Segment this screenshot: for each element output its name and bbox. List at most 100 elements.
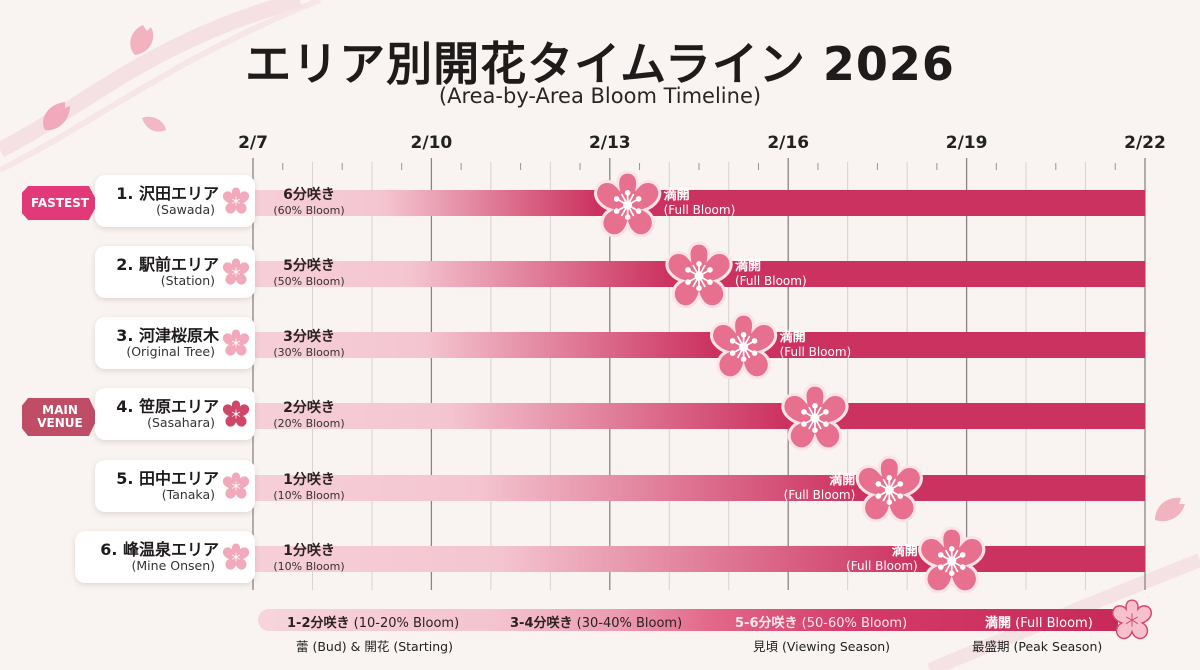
stage-jp: 2分咲き [283,400,335,416]
area-card: 5. 田中エリア (Tanaka) [95,460,255,512]
ribbon-decoration [0,0,322,173]
area-blossom-icon [222,472,250,499]
fastest-badge-label: FASTEST [31,195,89,210]
stage-jp: 5分咲き [283,258,335,274]
legend-blossom-icon [1111,599,1153,640]
area-name-en: (Tanaka) [161,487,215,502]
page-subtitle: (Area-by-Area Bloom Timeline) [438,84,762,108]
full-bloom-blossom-icon [709,312,778,380]
legend-stage: 満開 [985,616,1012,631]
full-bloom-blossom-icon [918,526,986,594]
bloom-bar [253,403,1145,429]
legend-desc-viewing: 見頃 (Viewing Season) [753,639,891,654]
full-bloom-label: 満開 (Full Bloom) [783,473,856,503]
legend-stage: 3-4分咲き [510,616,573,631]
current-stage-label: 1分咲き (10% Bloom) [264,472,354,502]
x-tick-label: 2/7 [238,133,268,153]
bloom-bar [253,332,1145,358]
legend-stage: 1-2分咲き [287,616,350,631]
stage-jp: 1分咲き [283,543,335,559]
area-blossom-icon [222,258,250,285]
bloom-bar [253,190,1145,216]
area-blossom-icon [222,400,250,427]
legend-stage-en: (Full Bloom) [1015,616,1093,631]
ribbon-decoration [0,0,303,158]
legend-desc-peak: 最盛期 (Peak Season) [972,639,1103,654]
full-bloom-blossom-icon [594,170,662,238]
stage-en: (30% Bloom) [273,346,345,359]
area-name: 1. 沢田エリア [116,184,219,203]
legend-gradient-bar [258,609,1118,631]
main-venue-badge: MAIN VENUE [22,398,98,436]
full-bloom-jp: 満開 [891,544,918,559]
area-name-en: (Station) [160,273,215,288]
stage-jp: 6分咲き [283,187,335,203]
full-bloom-label: 満開 (Full Bloom) [846,544,918,574]
current-stage-label: 2分咲き (20% Bloom) [264,400,354,430]
main-venue-badge-label: MAIN VENUE [37,404,82,430]
x-tick-label: 2/16 [767,133,809,153]
main-venue-line2: VENUE [37,416,83,430]
current-stage-label: 5分咲き (50% Bloom) [264,258,354,288]
area-card: 1. 沢田エリア (Sawada) [95,175,255,227]
main-venue-line1: MAIN [42,403,78,417]
page-title: エリア別開花タイムライン 2026 [245,37,955,91]
area-name: 5. 田中エリア [116,469,219,488]
stage-en: (60% Bloom) [273,204,345,217]
full-bloom-blossom-icon [665,241,733,309]
fastest-badge: FASTEST [22,186,98,220]
current-stage-label: 3分咲き (30% Bloom) [264,329,354,359]
area-name-en: (Sasahara) [147,415,215,430]
x-tick-label: 2/19 [946,133,988,153]
legend-item-3-4: 3-4分咲き (30-40% Bloom) [510,612,682,631]
full-bloom-jp: 満開 [663,188,690,203]
x-tick-label: 2/13 [589,133,631,153]
current-stage-label: 1分咲き (10% Bloom) [264,543,354,573]
area-name-en: (Sawada) [156,202,215,217]
area-blossom-icon [222,329,250,356]
full-bloom-jp: 満開 [779,330,806,345]
stage-en: (50% Bloom) [273,275,345,288]
stage-en: (20% Bloom) [273,417,345,430]
area-name-en: (Original Tree) [126,344,215,359]
legend-item-full: 満開 (Full Bloom) [985,612,1093,631]
legend-stage-en: (30-40% Bloom) [576,616,683,631]
full-bloom-jp: 満開 [829,473,856,488]
area-name: 2. 駅前エリア [116,255,219,274]
legend-stage: 5-6分咲き [735,616,798,631]
area-name: 4. 笹原エリア [116,397,219,416]
legend-item-1-2: 1-2分咲き (10-20% Bloom) [287,612,459,631]
full-bloom-en: (Full Bloom) [783,488,856,502]
full-bloom-label: 満開 (Full Bloom) [663,188,736,218]
full-bloom-label: 満開 (Full Bloom) [779,330,852,360]
area-name-en: (Mine Onsen) [131,558,215,573]
area-card: 3. 河津桜原木 (Original Tree) [95,317,255,369]
stage-jp: 1分咲き [283,472,335,488]
area-blossom-icon [222,187,250,214]
full-bloom-blossom-icon [855,455,923,523]
area-card: 6. 峰温泉エリア (Mine Onsen) [75,531,255,583]
full-bloom-en: (Full Bloom) [846,559,918,573]
stage-en: (10% Bloom) [273,489,345,502]
area-blossom-icon [222,543,250,570]
area-card: 4. 笹原エリア (Sasahara) [95,388,255,440]
area-card: 2. 駅前エリア (Station) [95,246,255,298]
petal-icon [1155,497,1185,522]
petal-icon [43,102,70,131]
area-name: 6. 峰温泉エリア [100,540,219,559]
legend-desc-bud: 蕾 (Bud) & 開花 (Starting) [296,639,453,654]
petal-icon [142,116,166,132]
stage-jp: 3分咲き [283,329,335,345]
full-bloom-label: 満開 (Full Bloom) [735,259,807,289]
x-tick-label: 2/22 [1124,133,1166,153]
full-bloom-en: (Full Bloom) [735,274,807,288]
full-bloom-en: (Full Bloom) [663,203,736,217]
legend-stage-en: (10-20% Bloom) [353,616,460,631]
stage-en: (10% Bloom) [273,560,345,573]
petal-icon [130,25,154,55]
legend-stage-en: (50-60% Bloom) [801,616,908,631]
x-tick-label: 2/10 [411,133,453,153]
full-bloom-en: (Full Bloom) [779,345,852,359]
full-bloom-jp: 満開 [735,259,762,274]
